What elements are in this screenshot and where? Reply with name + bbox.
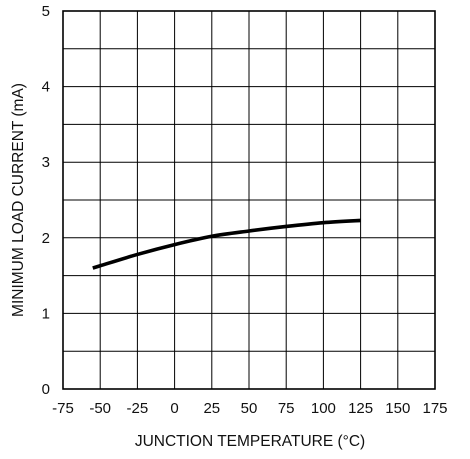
x-tick-label: 75 <box>278 400 295 417</box>
x-tick-label: -50 <box>89 400 111 417</box>
x-axis-label: JUNCTION TEMPERATURE (°C) <box>135 433 365 450</box>
y-tick-label: 5 <box>42 3 50 20</box>
x-tick-label: 150 <box>385 400 410 417</box>
x-tick-label: -75 <box>52 400 74 417</box>
x-tick-label: 100 <box>311 400 336 417</box>
series-line <box>92 218 361 270</box>
y-tick-label: 4 <box>42 79 50 96</box>
y-tick-label: 0 <box>42 381 50 398</box>
grid <box>63 11 435 389</box>
plot-frame <box>62 10 436 390</box>
x-tick-label: -25 <box>127 400 149 417</box>
x-tick-label: 175 <box>422 400 447 417</box>
x-tick-labels: -75 -50 -25 0 25 50 75 100 125 150 175 <box>52 400 447 417</box>
y-tick-labels: 0 1 2 3 4 5 <box>42 3 50 398</box>
y-axis-label: MINIMUM LOAD CURRENT (mA) <box>10 83 27 317</box>
y-tick-label: 1 <box>42 305 50 322</box>
y-tick-label: 2 <box>42 230 50 247</box>
x-tick-label: 50 <box>241 400 258 417</box>
x-tick-label: 125 <box>348 400 373 417</box>
y-tick-label: 3 <box>42 154 50 171</box>
x-tick-label: 0 <box>170 400 178 417</box>
x-tick-label: 25 <box>203 400 220 417</box>
